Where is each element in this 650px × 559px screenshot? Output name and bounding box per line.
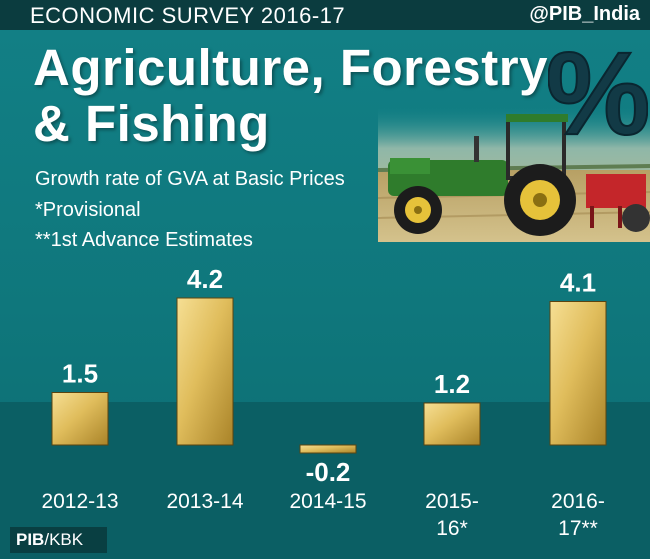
main-title-line1: Agriculture, Forestry [33, 39, 548, 96]
bar-4 [549, 301, 607, 446]
percent-symbol: % [548, 30, 648, 150]
value-label-3: 1.2 [434, 369, 470, 399]
value-label-0: 1.5 [62, 359, 98, 389]
chart-subtitle: Growth rate of GVA at Basic Prices [35, 168, 345, 190]
top-bar: ECONOMIC SURVEY 2016-17 @PIB_India [0, 0, 650, 30]
category-label-1-0: 2013-14 [166, 490, 243, 513]
credit-code: /KBK [44, 530, 84, 549]
category-label-2-0: 2014-15 [289, 490, 366, 513]
percent-icon: % [548, 30, 648, 150]
category-label-0-0: 2012-13 [41, 490, 118, 513]
bar-1 [176, 297, 234, 446]
credit-badge: PIB/KBK [10, 527, 107, 553]
category-label-3-0: 2015- [425, 490, 479, 513]
tractor-illustration [378, 108, 650, 242]
survey-label: ECONOMIC SURVEY 2016-17 [30, 3, 346, 28]
credit-org: PIB [16, 530, 45, 549]
bar-3 [423, 402, 481, 446]
twitter-handle: @PIB_India [529, 3, 640, 25]
value-label-4: 4.1 [560, 268, 596, 298]
category-label-4-1: 17** [558, 517, 598, 540]
value-label-2: -0.2 [306, 457, 351, 487]
bar-2 [299, 444, 357, 454]
category-label-4-0: 2016- [551, 490, 605, 513]
category-label-3-1: 16* [436, 517, 468, 540]
note-advance-estimates: **1st Advance Estimates [35, 229, 253, 251]
bar-0 [51, 392, 109, 446]
value-label-1: 4.2 [187, 264, 223, 294]
note-provisional: *Provisional [35, 199, 141, 221]
main-title-line2: & Fishing [33, 95, 270, 152]
